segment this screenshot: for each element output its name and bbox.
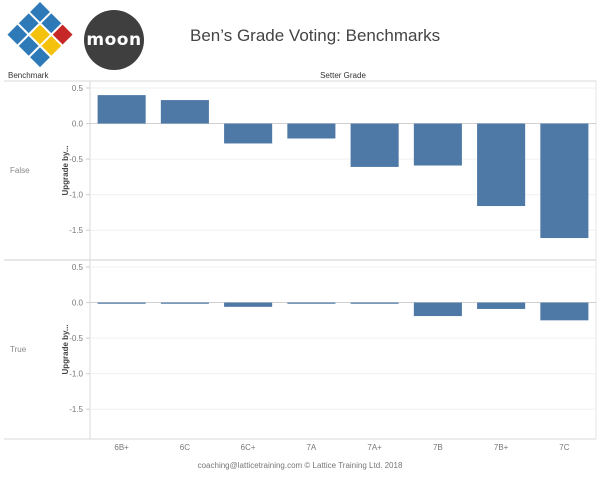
moon-logo: moon xyxy=(84,10,144,70)
row-label: True xyxy=(10,345,27,354)
bar-7B xyxy=(413,123,462,166)
y-tick-label: 0.5 xyxy=(72,84,84,93)
y-axis-label: Upgrade by... xyxy=(61,324,70,374)
bar-6C+ xyxy=(224,302,273,307)
bar-6C xyxy=(160,302,209,304)
y-tick-label: 0.0 xyxy=(72,120,84,129)
bar-7C xyxy=(540,302,589,321)
x-tick-label: 7C xyxy=(559,443,569,452)
y-axis-label: Upgrade by... xyxy=(61,145,70,195)
y-tick-label: -1.0 xyxy=(69,370,83,379)
y-tick-label: -1.5 xyxy=(69,405,83,414)
y-tick-label: -1.0 xyxy=(69,191,83,200)
bar-6B+ xyxy=(97,302,146,304)
row-header: Benchmark xyxy=(8,71,49,80)
bar-6C+ xyxy=(224,123,273,144)
bar-7A xyxy=(287,302,336,304)
y-tick-label: 0.5 xyxy=(72,263,84,272)
y-tick-label: -0.5 xyxy=(69,334,83,343)
x-tick-label: 6C xyxy=(180,443,190,452)
bar-7B xyxy=(413,302,462,317)
column-header: Setter Grade xyxy=(320,71,366,80)
bar-7A+ xyxy=(350,123,399,167)
moon-logo-text: moon xyxy=(86,30,142,50)
chart-title: Ben’s Grade Voting: Benchmarks xyxy=(190,26,441,45)
x-tick-label: 6C+ xyxy=(241,443,256,452)
y-tick-label: -1.5 xyxy=(69,226,83,235)
row-label: False xyxy=(10,166,30,175)
footer-text: coaching@latticetraining.com © Lattice T… xyxy=(198,461,403,470)
bar-6B+ xyxy=(97,95,146,124)
logo-tile xyxy=(7,24,28,45)
y-tick-label: 0.0 xyxy=(72,299,84,308)
logo-tile xyxy=(52,24,73,45)
x-tick-label: 7A+ xyxy=(367,443,382,452)
bar-7A+ xyxy=(350,302,399,304)
lattice-logo xyxy=(7,2,73,68)
bar-6C xyxy=(160,100,209,124)
bar-7B+ xyxy=(477,302,526,309)
x-tick-label: 7B+ xyxy=(494,443,509,452)
bar-7C xyxy=(540,123,589,239)
y-tick-label: -0.5 xyxy=(69,155,83,164)
x-tick-label: 7A xyxy=(306,443,316,452)
bar-7B+ xyxy=(477,123,526,207)
x-tick-label: 7B xyxy=(433,443,443,452)
x-tick-label: 6B+ xyxy=(114,443,129,452)
bar-7A xyxy=(287,123,336,139)
